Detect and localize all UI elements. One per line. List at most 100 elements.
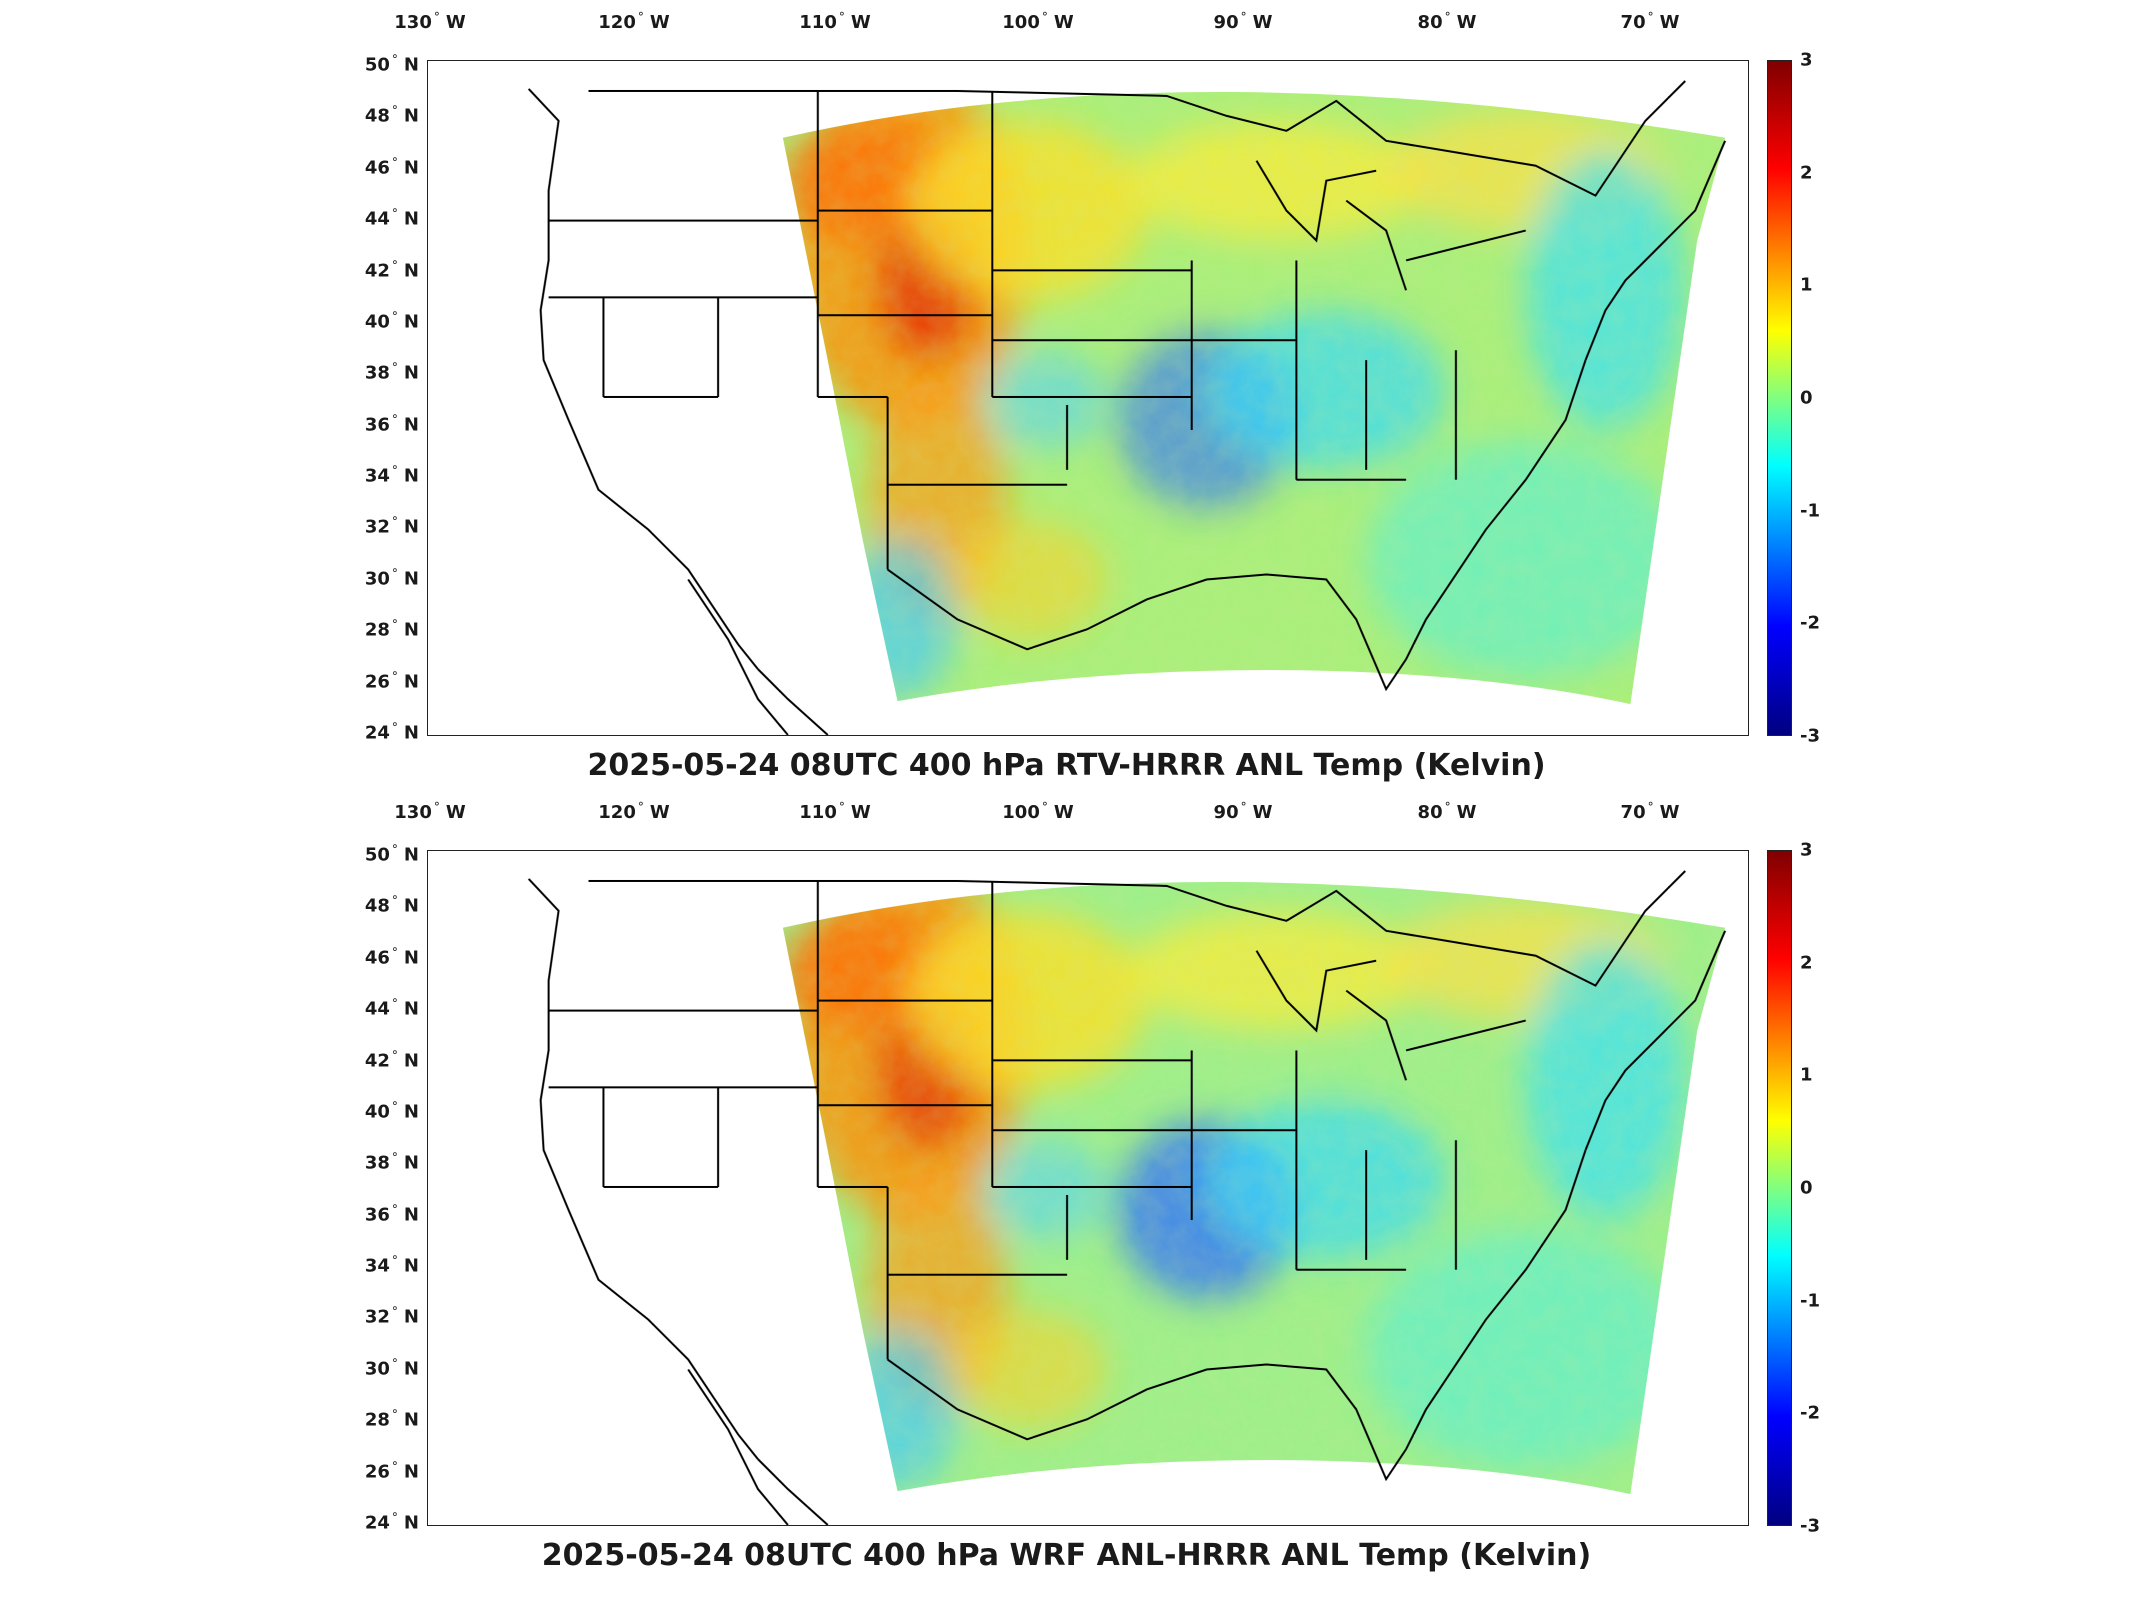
- lat-tick-label: 48 ° N: [365, 894, 419, 917]
- degree-symbol: °: [391, 945, 398, 960]
- colorbar-tick-label: 2: [1800, 162, 1813, 184]
- lon-label-text-hemisphere: W: [445, 802, 466, 823]
- colorbar-tick-label: 3: [1800, 839, 1813, 861]
- lat-tick-label: 40 ° N: [365, 309, 419, 332]
- degree-symbol: °: [838, 800, 845, 814]
- lat-label-text-hemisphere: N: [403, 414, 419, 436]
- degree-symbol: °: [391, 1150, 398, 1165]
- gulf-coastline: [887, 359, 1587, 692]
- lat-label-text-hemisphere: N: [403, 671, 419, 693]
- degree-symbol: °: [391, 1253, 398, 1268]
- lon-label-text-hemisphere: W: [1659, 12, 1680, 33]
- lat-label-text-value: 36: [364, 414, 390, 436]
- lon-tick-label: 130 ° W: [394, 800, 465, 823]
- lat-label-text-value: 32: [364, 516, 390, 538]
- degree-symbol: °: [838, 10, 845, 24]
- lon-label-text-value: 120: [598, 12, 636, 33]
- degree-symbol: °: [1041, 10, 1048, 24]
- lon-label-text: 70 ° W: [1620, 10, 1680, 33]
- lat-tick-label: 28 ° N: [365, 1408, 419, 1431]
- lat-label-text: 42 ° N: [365, 1048, 419, 1071]
- colorbar-tick-label: 1: [1800, 274, 1813, 296]
- lon-label-text-value: 130: [394, 802, 432, 823]
- lat-label-text-hemisphere: N: [403, 844, 419, 866]
- lon-label-text-value: 90: [1213, 802, 1239, 823]
- lat-tick-label: 34 ° N: [365, 464, 419, 487]
- lon-label-text-value: 100: [1002, 12, 1040, 33]
- lon-label-text-hemisphere: W: [850, 12, 871, 33]
- lat-label-text-hemisphere: N: [403, 1255, 419, 1277]
- lon-label-text-value: 80: [1417, 12, 1443, 33]
- degree-symbol: °: [391, 258, 398, 273]
- west-coastline: [527, 878, 759, 1460]
- lon-label-text-value: 80: [1417, 802, 1443, 823]
- lat-label-text: 48 ° N: [365, 104, 419, 127]
- colorbar-top: [1767, 60, 1792, 736]
- lon-label-text-hemisphere: W: [649, 802, 670, 823]
- lon-label-text-value: 90: [1213, 12, 1239, 33]
- lat-tick-label: 46 ° N: [365, 945, 419, 968]
- lat-tick-label: 32 ° N: [365, 515, 419, 538]
- lat-label-text-hemisphere: N: [403, 1204, 419, 1226]
- degree-symbol: °: [391, 617, 398, 632]
- lat-label-text: 30 ° N: [365, 1356, 419, 1379]
- lat-tick-label: 26 ° N: [365, 1459, 419, 1482]
- lat-label-text-value: 50: [364, 844, 390, 866]
- lat-label-text-value: 28: [364, 619, 390, 641]
- baja-coastline: [687, 1368, 829, 1525]
- lon-label-text-hemisphere: W: [1659, 802, 1680, 823]
- colorbar-tick-label: -1: [1800, 500, 1820, 522]
- degree-symbol: °: [1647, 10, 1654, 24]
- baja-coastline: [687, 578, 829, 735]
- lat-label-text-hemisphere: N: [403, 568, 419, 590]
- lat-label-text: 44 ° N: [364, 207, 419, 230]
- panel-title-top: 2025-05-24 08UTC 400 hPa RTV-HRRR ANL Te…: [587, 748, 1546, 783]
- lat-label-text-hemisphere: N: [403, 362, 419, 384]
- lat-label-text: 46 ° N: [365, 155, 419, 179]
- degree-symbol: °: [1444, 10, 1451, 24]
- map-plot-bottom[interactable]: [427, 850, 1749, 1526]
- lon-label-text: 100 ° W: [1002, 10, 1073, 33]
- degree-symbol: °: [391, 1048, 398, 1063]
- colorbar-tick-label: 0: [1800, 1177, 1813, 1199]
- canada-border: [588, 80, 1686, 197]
- degree-symbol: °: [391, 1459, 398, 1474]
- lat-tick-label: 36 ° N: [365, 1202, 419, 1225]
- map-plot-top[interactable]: [427, 60, 1749, 736]
- canada-border: [588, 870, 1686, 987]
- degree-symbol: °: [391, 1202, 398, 1217]
- colorbar-tick-label: -2: [1800, 612, 1820, 634]
- lat-label-text-hemisphere: N: [403, 947, 419, 969]
- lon-label-text-hemisphere: W: [1456, 12, 1477, 33]
- lat-label-text-value: 44: [364, 208, 390, 230]
- lon-tick-label: 70 ° W: [1621, 10, 1680, 33]
- degree-symbol: °: [391, 52, 398, 67]
- lon-label-text-value: 70: [1620, 12, 1646, 33]
- lat-label-text: 38 ° N: [365, 360, 419, 384]
- lon-tick-label: 90 ° W: [1214, 10, 1273, 33]
- lon-label-text: 80 ° W: [1417, 800, 1477, 823]
- lat-label-text-value: 38: [364, 1152, 390, 1174]
- lat-label-text-hemisphere: N: [403, 1409, 419, 1431]
- lat-label-text-value: 40: [364, 1101, 390, 1123]
- great-lakes: [1255, 160, 1526, 291]
- degree-symbol: °: [391, 309, 398, 324]
- lat-label-text: 34 ° N: [365, 1253, 419, 1277]
- lat-label-text-value: 48: [364, 895, 390, 917]
- lon-label-text-hemisphere: W: [1053, 802, 1074, 823]
- lat-label-text-value: 46: [364, 947, 390, 969]
- lon-label-text-value: 130: [394, 12, 432, 33]
- lat-label-text-hemisphere: N: [403, 722, 419, 744]
- lon-tick-label: 100 ° W: [1002, 10, 1073, 33]
- state-grid: [548, 90, 1457, 570]
- lat-tick-label: 28 ° N: [365, 618, 419, 641]
- lat-tick-label: 40 ° N: [365, 1099, 419, 1122]
- degree-symbol: °: [391, 360, 398, 375]
- lat-label-text: 34 ° N: [365, 464, 419, 487]
- lon-label-text-value: 120: [598, 802, 636, 823]
- lat-label-text: 26 ° N: [365, 1459, 419, 1482]
- lon-tick-label: 130 ° W: [394, 10, 465, 33]
- lat-label-text-hemisphere: N: [403, 157, 419, 179]
- lat-label-text: 26 ° N: [365, 669, 419, 693]
- colorbar-tick-label: -3: [1800, 1515, 1820, 1537]
